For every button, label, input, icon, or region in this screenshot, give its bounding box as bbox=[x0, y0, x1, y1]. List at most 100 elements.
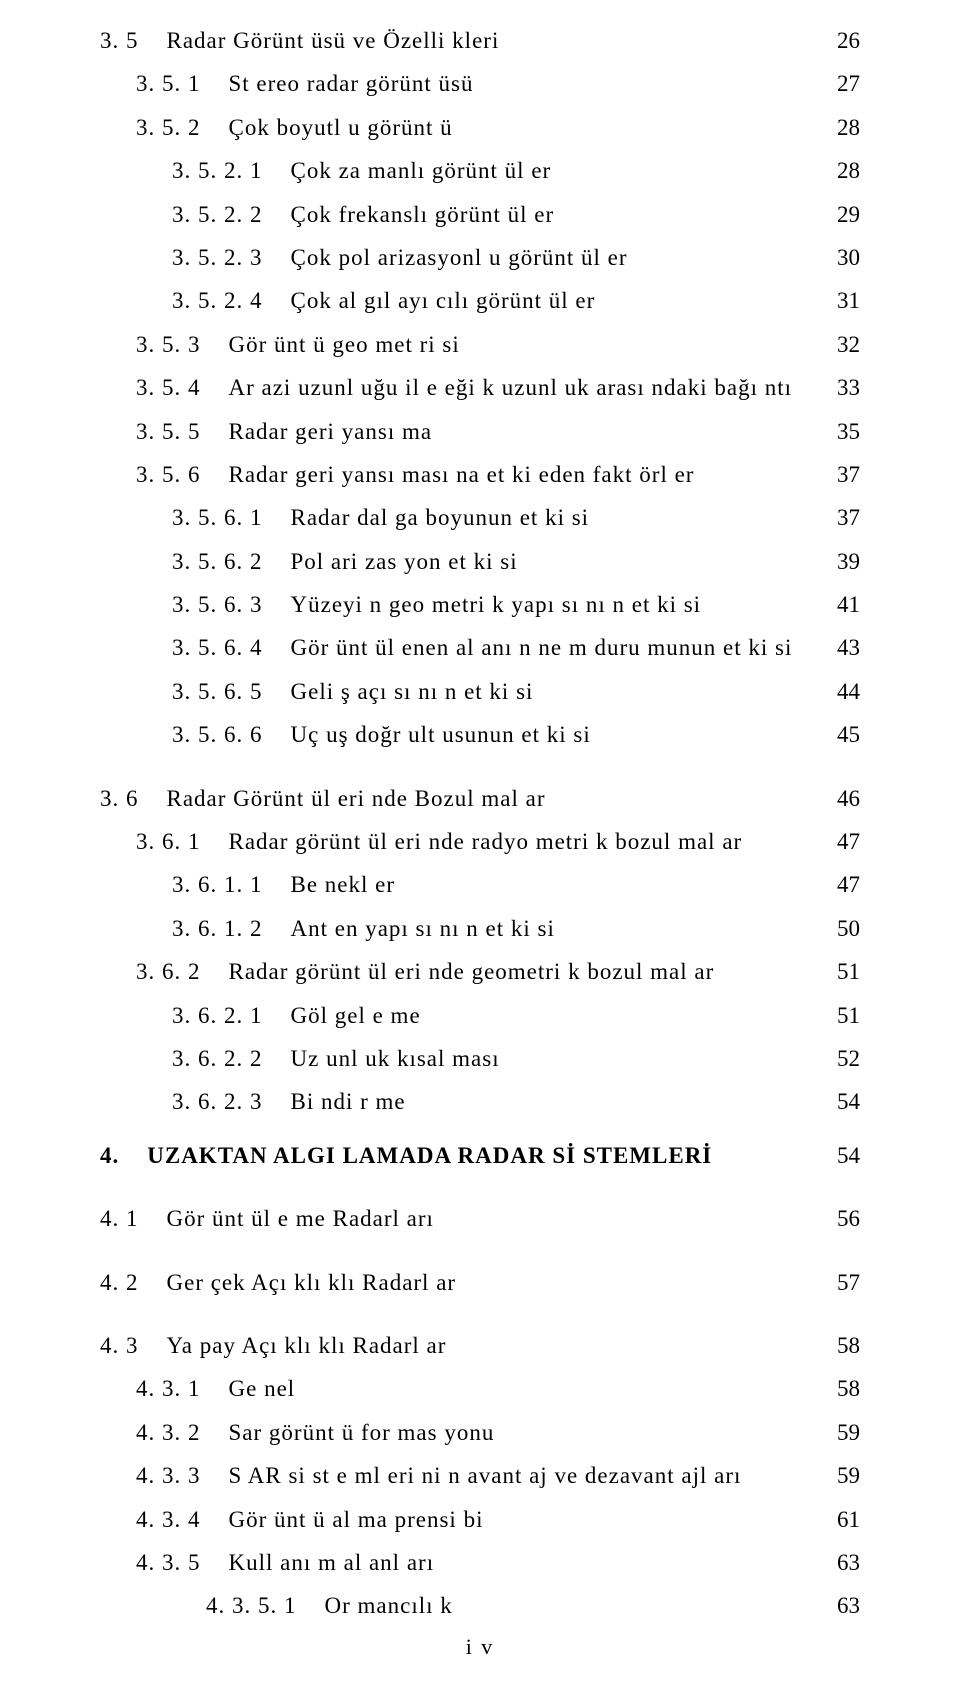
toc-number: 4. bbox=[100, 1135, 119, 1176]
toc-title: Radar geri yansı ması na et ki eden fakt… bbox=[201, 454, 821, 495]
toc-title: Ge nel bbox=[201, 1368, 821, 1409]
toc-row: 3. 5. 6. 2Pol ari zas yon et ki si39 bbox=[100, 541, 860, 582]
toc-title: Ant en yapı sı nı n et ki si bbox=[263, 908, 821, 949]
toc-number: 3. 6. 2 bbox=[136, 951, 201, 992]
toc-page-number: 44 bbox=[820, 671, 860, 712]
toc-number: 3. 5. 2. 4 bbox=[172, 280, 263, 321]
toc-number: 3. 5 bbox=[100, 20, 139, 61]
toc-page-number: 58 bbox=[820, 1325, 860, 1366]
toc-row: 3. 6. 2. 3Bi ndi r me54 bbox=[100, 1081, 860, 1122]
toc-number: 3. 6. 2. 3 bbox=[172, 1081, 263, 1122]
toc-page-number: 28 bbox=[820, 150, 860, 191]
toc-page-number: 47 bbox=[820, 864, 860, 905]
toc-page-number: 51 bbox=[820, 951, 860, 992]
toc-page-number: 39 bbox=[820, 541, 860, 582]
toc-number: 4. 3. 2 bbox=[136, 1412, 201, 1453]
toc-row: 3. 5. 2. 1Çok za manlı görünt ül er28 bbox=[100, 150, 860, 191]
toc-number: 3. 6. 1. 2 bbox=[172, 908, 263, 949]
toc-row: 4. 3Ya pay Açı klı klı Radarl ar58 bbox=[100, 1325, 860, 1366]
toc-title: Or mancılı k bbox=[297, 1585, 821, 1626]
spacer bbox=[100, 758, 860, 778]
toc-row: 3. 5. 6. 3Yüzeyi n geo metri k yapı sı n… bbox=[100, 584, 860, 625]
toc-page-number: 37 bbox=[820, 454, 860, 495]
toc-number: 3. 5. 5 bbox=[136, 411, 201, 452]
toc-page-number: 43 bbox=[820, 627, 860, 668]
toc-title: Ger çek Açı klı klı Radarl ar bbox=[139, 1262, 821, 1303]
toc-number: 3. 5. 6. 4 bbox=[172, 627, 263, 668]
toc-page-number: 30 bbox=[820, 237, 860, 278]
toc-title: Gör ünt ü al ma prensi bi bbox=[201, 1499, 821, 1540]
toc-number: 4. 2 bbox=[100, 1262, 139, 1303]
toc-page-number: 50 bbox=[820, 908, 860, 949]
toc-title: Bi ndi r me bbox=[263, 1081, 821, 1122]
toc-number: 3. 6. 1 bbox=[136, 821, 201, 862]
toc-number: 3. 5. 6. 6 bbox=[172, 714, 263, 755]
toc-page-number: 37 bbox=[820, 497, 860, 538]
toc-number: 3. 5. 2. 2 bbox=[172, 194, 263, 235]
toc-page-number: 56 bbox=[820, 1198, 860, 1239]
toc-row: 3. 5. 6Radar geri yansı ması na et ki ed… bbox=[100, 454, 860, 495]
toc-number: 4. 1 bbox=[100, 1198, 139, 1239]
toc-title: Ar azi uzunl uğu il e eği k uzunl uk ara… bbox=[201, 367, 821, 408]
toc-title: S AR si st e ml eri ni n avant aj ve dez… bbox=[201, 1455, 821, 1496]
toc-title: Uz unl uk kısal ması bbox=[263, 1038, 821, 1079]
toc-row: 3. 5. 6. 4Gör ünt ül enen al anı n ne m … bbox=[100, 627, 860, 668]
toc-number: 3. 5. 6. 3 bbox=[172, 584, 263, 625]
toc-number: 3. 5. 4 bbox=[136, 367, 201, 408]
toc-number: 3. 6. 2. 1 bbox=[172, 995, 263, 1036]
toc-row: 3. 5. 5Radar geri yansı ma35 bbox=[100, 411, 860, 452]
toc-title: St ereo radar görünt üsü bbox=[201, 63, 821, 104]
toc-row: 3. 5. 2. 4Çok al gıl ayı cılı görünt ül … bbox=[100, 280, 860, 321]
toc-page-number: 52 bbox=[820, 1038, 860, 1079]
toc-page-number: 59 bbox=[820, 1412, 860, 1453]
toc-page-number: 47 bbox=[820, 821, 860, 862]
toc-row: 3. 6. 2. 1Göl gel e me51 bbox=[100, 995, 860, 1036]
toc-title: Radar Görünt üsü ve Özelli kleri bbox=[139, 20, 821, 61]
toc-row: 3. 5. 2. 3Çok pol arizasyonl u görünt ül… bbox=[100, 237, 860, 278]
toc-title: Radar görünt ül eri nde radyo metri k bo… bbox=[201, 821, 821, 862]
toc-container: 3. 5Radar Görünt üsü ve Özelli kleri263.… bbox=[100, 20, 860, 1627]
toc-title: Pol ari zas yon et ki si bbox=[263, 541, 821, 582]
spacer bbox=[100, 1178, 860, 1198]
toc-page-number: 51 bbox=[820, 995, 860, 1036]
toc-number: 3. 5. 3 bbox=[136, 324, 201, 365]
toc-row: 3. 6. 1. 2Ant en yapı sı nı n et ki si50 bbox=[100, 908, 860, 949]
toc-title: Geli ş açı sı nı n et ki si bbox=[263, 671, 821, 712]
toc-row: 3. 6. 1. 1Be nekl er47 bbox=[100, 864, 860, 905]
toc-number: 3. 5. 2 bbox=[136, 107, 201, 148]
toc-title: Radar geri yansı ma bbox=[201, 411, 821, 452]
toc-page: 3. 5Radar Görünt üsü ve Özelli kleri263.… bbox=[0, 0, 960, 1687]
toc-page-number: 32 bbox=[820, 324, 860, 365]
spacer bbox=[100, 1305, 860, 1325]
toc-row: 3. 5. 3Gör ünt ü geo met ri si32 bbox=[100, 324, 860, 365]
toc-title: Gör ünt ül enen al anı n ne m duru munun… bbox=[263, 627, 821, 668]
toc-page-number: 41 bbox=[820, 584, 860, 625]
toc-number: 4. 3. 4 bbox=[136, 1499, 201, 1540]
toc-number: 4. 3. 3 bbox=[136, 1455, 201, 1496]
toc-row: 3. 5Radar Görünt üsü ve Özelli kleri26 bbox=[100, 20, 860, 61]
toc-row: 4. 3. 3S AR si st e ml eri ni n avant aj… bbox=[100, 1455, 860, 1496]
toc-number: 3. 5. 6. 2 bbox=[172, 541, 263, 582]
toc-row: 3. 5. 6. 5Geli ş açı sı nı n et ki si44 bbox=[100, 671, 860, 712]
toc-row: 4. 3. 2Sar görünt ü for mas yonu59 bbox=[100, 1412, 860, 1453]
toc-title: Gör ünt ü geo met ri si bbox=[201, 324, 821, 365]
toc-row: 3. 6. 2. 2Uz unl uk kısal ması52 bbox=[100, 1038, 860, 1079]
toc-number: 3. 5. 6 bbox=[136, 454, 201, 495]
toc-title: Çok pol arizasyonl u görünt ül er bbox=[263, 237, 821, 278]
toc-page-number: 57 bbox=[820, 1262, 860, 1303]
toc-page-number: 63 bbox=[820, 1542, 860, 1583]
toc-row: 4. 2Ger çek Açı klı klı Radarl ar57 bbox=[100, 1262, 860, 1303]
toc-row: 3. 6. 2Radar görünt ül eri nde geometri … bbox=[100, 951, 860, 992]
toc-number: 4. 3. 1 bbox=[136, 1368, 201, 1409]
spacer bbox=[100, 1125, 860, 1135]
toc-title: Çok za manlı görünt ül er bbox=[263, 150, 821, 191]
toc-page-number: 46 bbox=[820, 778, 860, 819]
toc-page-number: 63 bbox=[820, 1585, 860, 1626]
toc-title: Uç uş doğr ult usunun et ki si bbox=[263, 714, 821, 755]
toc-page-number: 29 bbox=[820, 194, 860, 235]
toc-number: 4. 3. 5. 1 bbox=[206, 1585, 297, 1626]
toc-page-number: 61 bbox=[820, 1499, 860, 1540]
toc-title: Çok frekanslı görünt ül er bbox=[263, 194, 821, 235]
toc-row: 4. 3. 5. 1Or mancılı k63 bbox=[100, 1585, 860, 1626]
toc-page-number: 31 bbox=[820, 280, 860, 321]
